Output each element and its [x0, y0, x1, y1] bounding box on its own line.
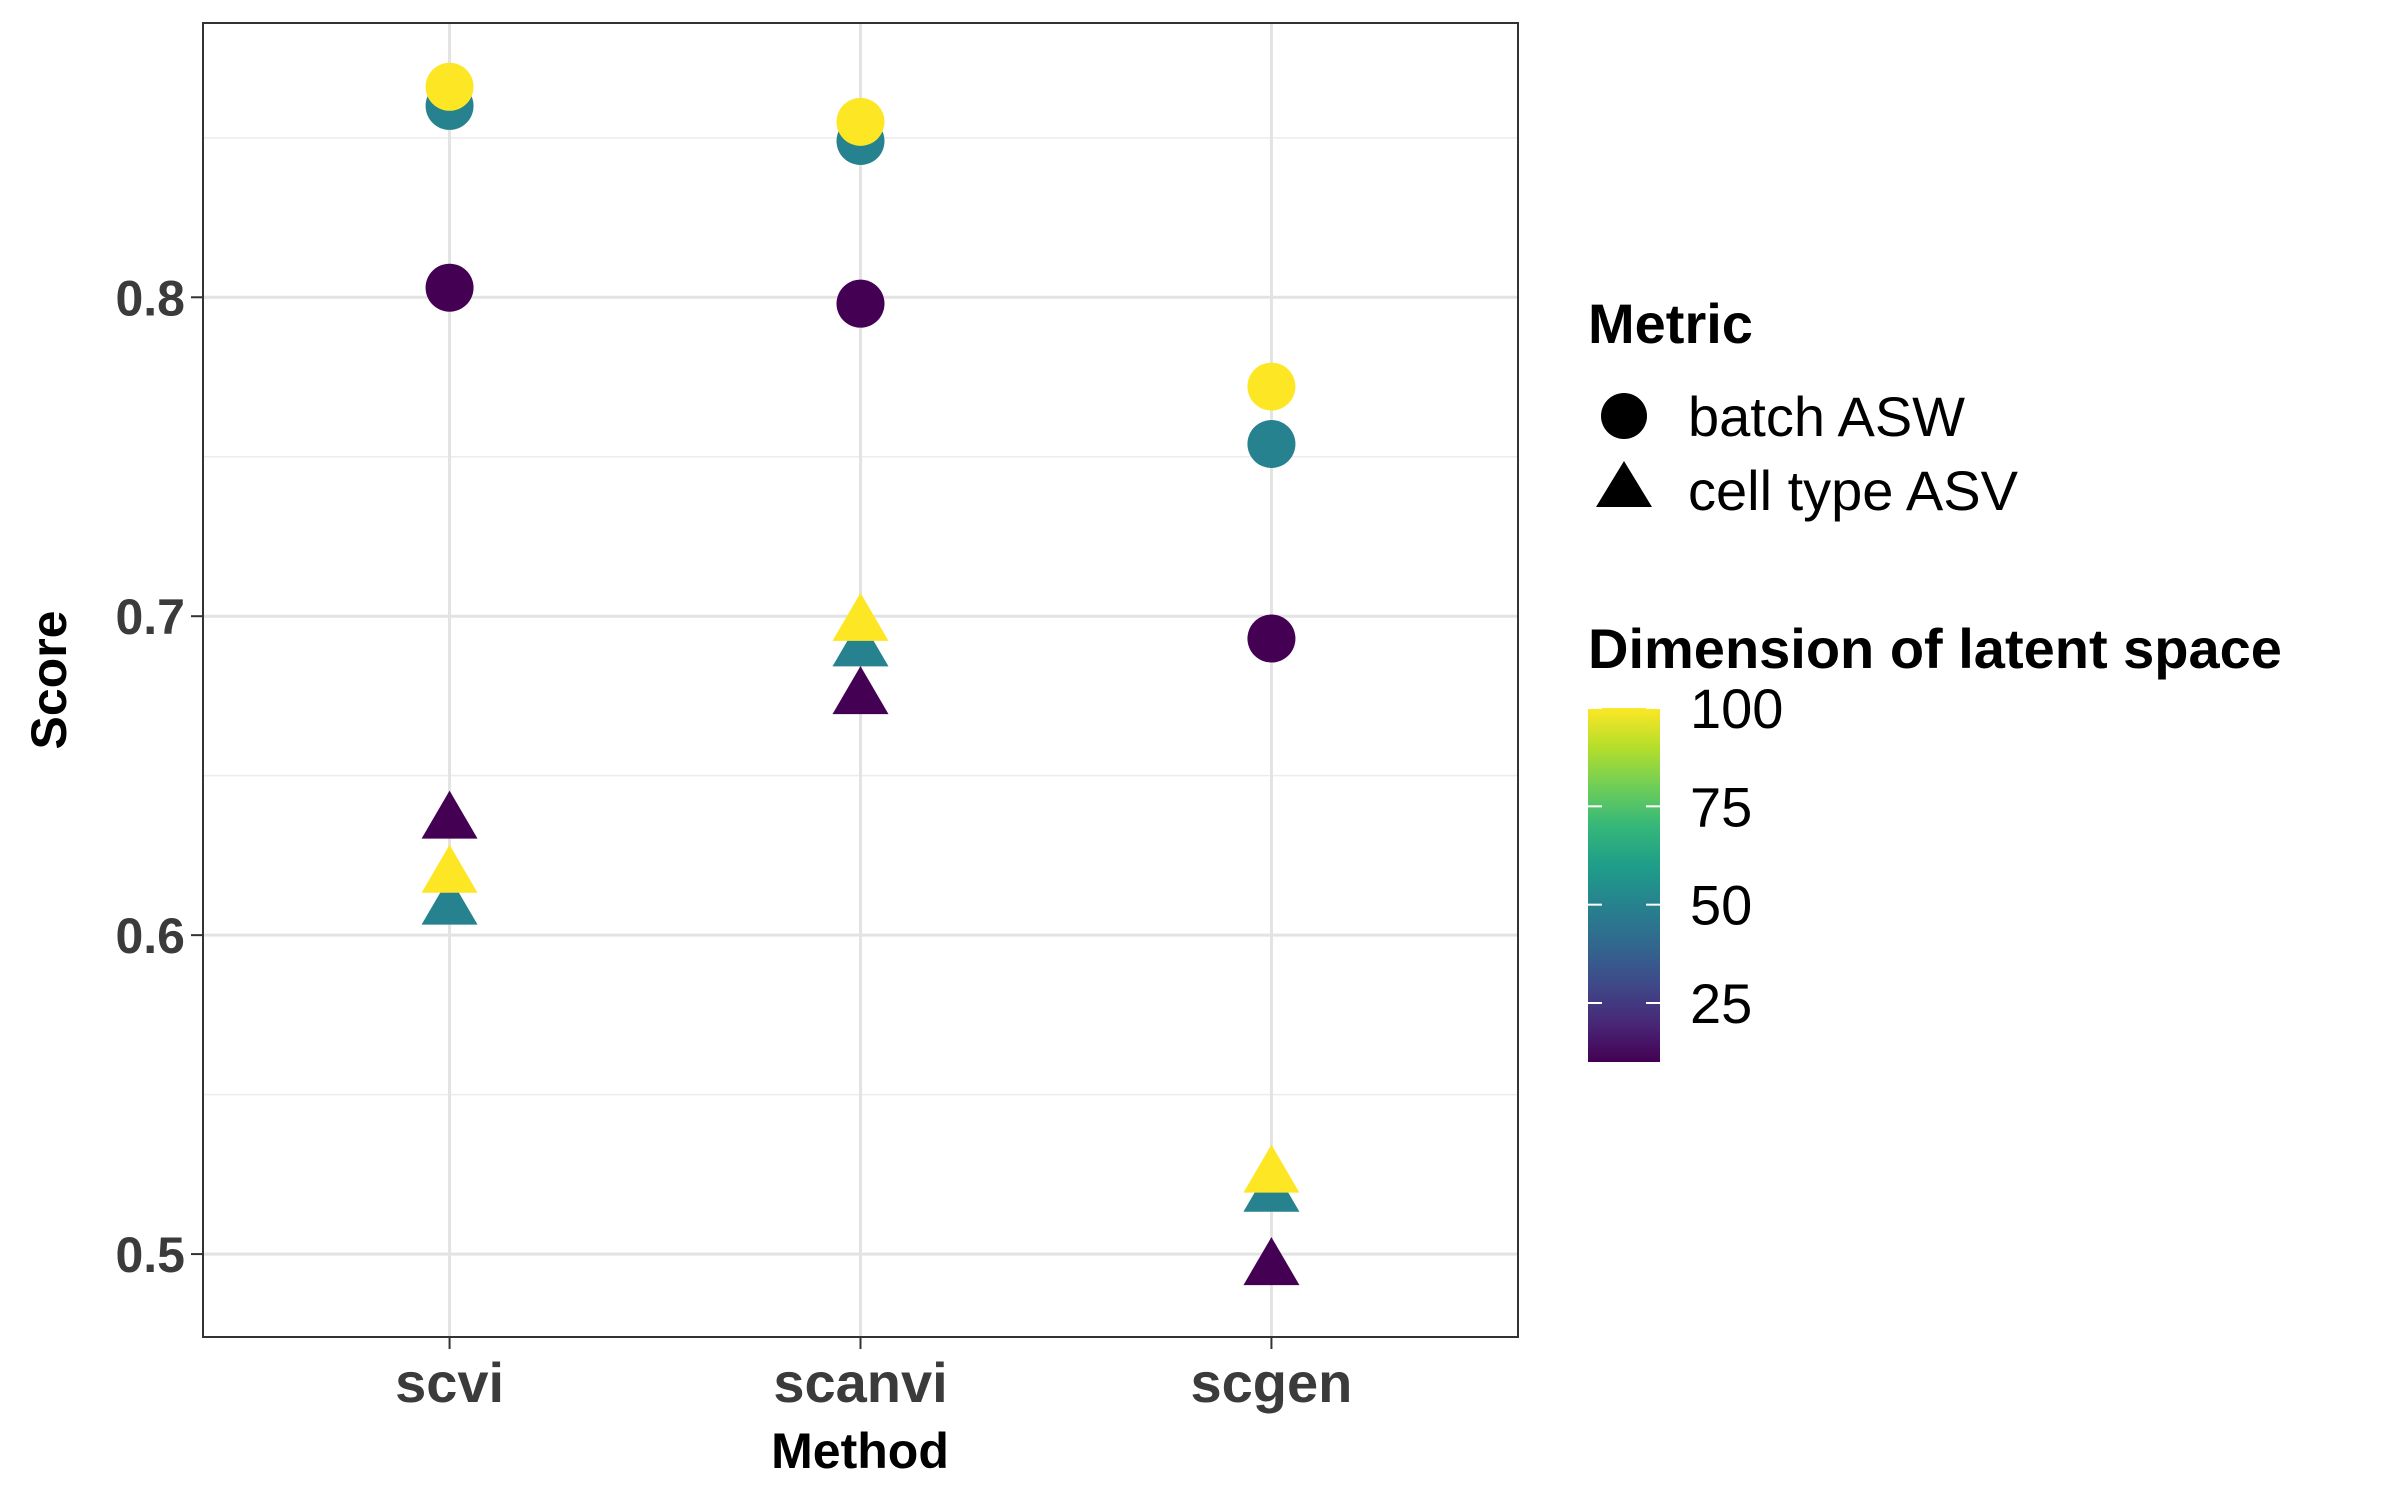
data-point-circle — [836, 279, 885, 328]
color-legend-title: Dimension of latent space — [1588, 617, 2282, 680]
x-axis-ticks: scvi scanvi scgen — [395, 1337, 1352, 1414]
y-tick-label: 0.7 — [115, 589, 185, 645]
colorbar — [1588, 708, 1660, 1062]
data-point-triangle — [1243, 1237, 1300, 1286]
data-point-triangle — [832, 618, 889, 667]
legend-label-cell-type-asv: cell type ASV — [1688, 459, 2019, 522]
data-point-triangle — [421, 844, 478, 893]
legend-triangle-icon — [1596, 461, 1652, 507]
y-tick-label: 0.8 — [115, 270, 185, 326]
x-tick-label: scanvi — [773, 1351, 947, 1414]
colorbar-tick-label: 75 — [1690, 775, 1752, 838]
data-points — [421, 62, 1300, 1286]
x-tick-label: scvi — [395, 1351, 504, 1414]
data-point-triangle — [421, 790, 478, 839]
x-axis-title: Method — [771, 1423, 949, 1479]
data-point-circle — [1247, 419, 1296, 468]
y-axis-title: Score — [21, 611, 77, 750]
colorbar-tick-label: 100 — [1690, 677, 1783, 740]
shape-legend: Metric batch ASW cell type ASV — [1588, 292, 2019, 522]
data-point-circle — [836, 97, 885, 146]
color-legend: Dimension of latent space 25 50 75 100 — [1588, 617, 2282, 1062]
data-point-circle — [1247, 614, 1296, 663]
colorbar-tick-label: 25 — [1690, 972, 1752, 1035]
data-point-triangle — [421, 876, 478, 925]
y-tick-label: 0.5 — [115, 1227, 185, 1283]
colorbar-tick-label: 50 — [1690, 874, 1752, 937]
x-tick-label: scgen — [1191, 1351, 1353, 1414]
colorbar-ticks: 25 50 75 100 — [1588, 677, 1783, 1035]
shape-legend-title: Metric — [1588, 292, 1753, 355]
data-point-circle — [425, 62, 474, 111]
data-point-circle — [1247, 362, 1296, 411]
legend-label-batch-asw: batch ASW — [1688, 385, 1965, 448]
y-axis-ticks: 0.5 0.6 0.7 0.8 — [115, 270, 203, 1283]
data-point-triangle — [832, 592, 889, 641]
data-point-circle — [425, 263, 474, 312]
data-point-triangle — [1243, 1144, 1300, 1193]
data-point-triangle — [832, 666, 889, 715]
legend-circle-icon — [1601, 393, 1647, 439]
y-tick-label: 0.6 — [115, 908, 185, 964]
